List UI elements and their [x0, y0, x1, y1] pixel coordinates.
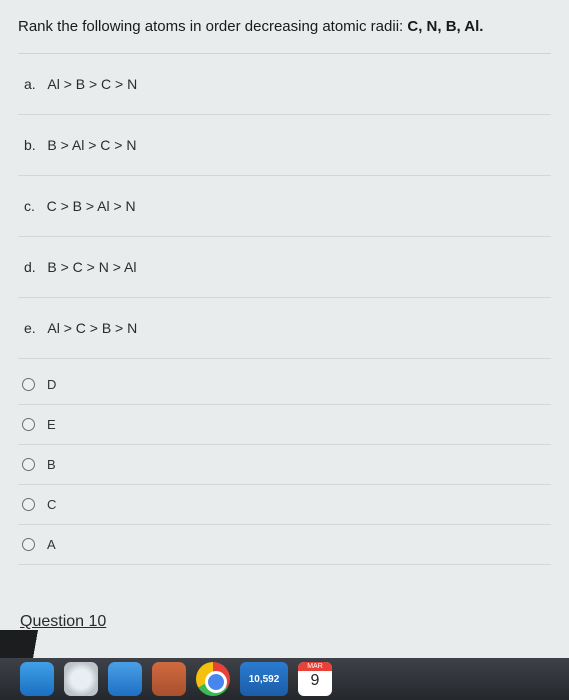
answer-label: E — [47, 417, 56, 432]
radio-icon[interactable] — [22, 418, 35, 431]
radio-icon[interactable] — [22, 498, 35, 511]
choice-letter: e. — [24, 320, 36, 336]
stem-text: Rank the following atoms in order decrea… — [18, 18, 407, 35]
choice-c: c. C > B > Al > N — [18, 176, 551, 237]
radio-icon[interactable] — [22, 458, 35, 471]
outlook-badge: 10,592 — [249, 674, 280, 685]
choice-a: a. Al > B > C > N — [18, 54, 551, 115]
calendar-icon[interactable]: MAR 9 — [298, 662, 332, 696]
choice-text: B > Al > C > N — [47, 137, 136, 153]
calendar-day: 9 — [311, 672, 320, 690]
choice-b: b. B > Al > C > N — [18, 115, 551, 176]
answer-option-d[interactable]: D — [18, 365, 551, 405]
mail-icon[interactable] — [108, 662, 142, 696]
choice-list: a. Al > B > C > N b. B > Al > C > N c. C… — [18, 54, 551, 359]
answer-label: B — [47, 457, 56, 472]
answer-label: D — [47, 377, 56, 392]
stem-atoms: C, N, B, Al. — [407, 18, 483, 35]
shadow-wedge — [0, 630, 58, 660]
answer-label: A — [47, 537, 56, 552]
answer-option-c[interactable]: C — [18, 485, 551, 525]
choice-letter: a. — [24, 76, 36, 92]
question-stem: Rank the following atoms in order decrea… — [18, 12, 551, 54]
answer-label: C — [47, 497, 56, 512]
choice-text: Al > C > B > N — [47, 320, 137, 336]
answer-option-a[interactable]: A — [18, 525, 551, 565]
chrome-icon[interactable] — [196, 662, 230, 696]
choice-text: B > C > N > Al — [47, 259, 136, 275]
radio-icon[interactable] — [22, 538, 35, 551]
answer-option-e[interactable]: E — [18, 405, 551, 445]
next-question-link[interactable]: Question 10 — [18, 613, 551, 631]
outlook-icon[interactable]: 10,592 — [240, 662, 288, 696]
quiz-page: Rank the following atoms in order decrea… — [0, 0, 569, 660]
radio-icon[interactable] — [22, 378, 35, 391]
choice-text: Al > B > C > N — [47, 76, 137, 92]
choice-letter: b. — [24, 137, 36, 153]
safari-icon[interactable] — [64, 662, 98, 696]
contacts-icon[interactable] — [152, 662, 186, 696]
answer-options: D E B C A — [18, 365, 551, 565]
choice-text: C > B > Al > N — [47, 198, 136, 214]
choice-d: d. B > C > N > Al — [18, 237, 551, 298]
macos-dock: 10,592 MAR 9 — [0, 658, 569, 700]
answer-option-b[interactable]: B — [18, 445, 551, 485]
calendar-month: MAR — [298, 662, 332, 671]
choice-e: e. Al > C > B > N — [18, 298, 551, 359]
choice-letter: c. — [24, 198, 35, 214]
finder-icon[interactable] — [20, 662, 54, 696]
choice-letter: d. — [24, 259, 36, 275]
